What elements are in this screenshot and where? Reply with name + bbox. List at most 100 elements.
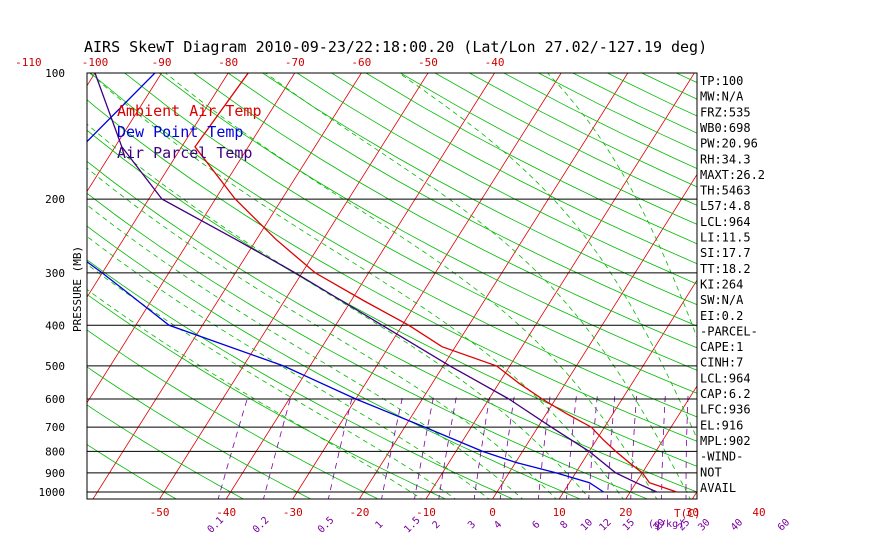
mixing-ratio-tick-label: 15: [621, 517, 637, 533]
bottom-temp-tick-label: 20: [619, 506, 632, 519]
mixing-ratio-tick-label: 8: [559, 519, 571, 531]
mixing-ratio-line: [263, 395, 292, 499]
mixing-ratio-unit-label: (g/kg): [648, 519, 684, 530]
bottom-temp-tick-label: 0: [489, 506, 496, 519]
sounding-index-item: SW:N/A: [700, 293, 744, 307]
dry-adiabat-line: [87, 160, 697, 493]
mixing-ratio-line: [537, 395, 551, 499]
mixing-ratio-line: [473, 395, 491, 499]
sounding-index-item: RH:34.3: [700, 152, 751, 166]
top-temp-tick-label: -100: [82, 56, 109, 69]
mixing-ratio-line: [607, 395, 616, 499]
isotherm-line: [826, 73, 870, 499]
sounding-index-item: NOT: [700, 465, 722, 479]
mixing-ratio-tick-label: 2: [431, 519, 443, 531]
mixing-ratio-line: [499, 395, 515, 499]
mixing-ratio-tick-label: 6: [530, 519, 542, 531]
dry-adiabat-line: [365, 73, 697, 245]
dry-adiabat-line: [400, 73, 697, 225]
mixing-ratio-line: [438, 395, 457, 499]
top-temp-tick-label: -50: [418, 56, 438, 69]
isotherm-line: [87, 73, 162, 193]
isotherm-line: [0, 73, 28, 499]
sounding-index-item: TP:100: [700, 74, 743, 88]
mixing-ratio-line: [685, 395, 689, 499]
dry-adiabat-line: [158, 73, 697, 371]
isotherm-line: [359, 73, 629, 499]
mixing-ratio-line: [661, 395, 666, 499]
top-temp-tick-label: -70: [285, 56, 305, 69]
moist-adiabat-line: [87, 235, 490, 499]
sounding-index-item: CAPE:1: [700, 340, 743, 354]
dry-adiabat-line: [87, 225, 582, 499]
sounding-index-item: TT:18.2: [700, 262, 751, 276]
bottom-temp-tick-label: -20: [349, 506, 369, 519]
dewpoint-temp-line: [87, 73, 604, 493]
pressure-tick-label: 1000: [39, 486, 66, 499]
mixing-ratio-tick-label: 1: [373, 519, 385, 531]
sounding-index-item: PW:20.96: [700, 137, 758, 151]
moist-adiabat-line: [87, 204, 524, 499]
isotherm-line: [759, 73, 870, 499]
bottom-temp-tick-label: 10: [553, 506, 566, 519]
dry-adiabat-line: [124, 73, 697, 394]
isotherm-line: [492, 173, 697, 499]
mixing-ratio-tick-label: 40: [729, 517, 745, 533]
mixing-ratio-line: [630, 395, 637, 499]
sounding-index-item: LI:11.5: [700, 231, 751, 245]
pressure-tick-label: 600: [45, 393, 65, 406]
plot-frame: [86, 72, 698, 500]
x-axis-unit-label: T(C): [674, 507, 701, 520]
mixing-ratio-tick-label: 3: [466, 519, 478, 531]
dry-adiabat-line: [434, 73, 697, 206]
parcel-temp-line: [94, 73, 658, 493]
legend-parcel: Air Parcel Temp: [117, 144, 252, 162]
moist-adiabat-line: [87, 288, 423, 499]
bottom-temp-tick-label: 40: [752, 506, 765, 519]
chart-title: AIRS SkewT Diagram 2010-09-23/22:18:00.2…: [84, 38, 707, 56]
dry-adiabat-line: [469, 73, 697, 188]
mixing-ratio-tick-label: 12: [597, 517, 613, 533]
mixing-ratio-line: [588, 395, 598, 499]
mixing-ratio-tick-label: 0.2: [251, 515, 272, 536]
bottom-temp-tick-label: -30: [283, 506, 303, 519]
bottom-temp-tick-label: -40: [216, 506, 236, 519]
sounding-index-item: CAP:6.2: [700, 387, 751, 401]
isotherm-line: [225, 73, 495, 499]
isotherm-line: [625, 385, 697, 499]
top-temp-tick-label: -90: [152, 56, 172, 69]
sounding-index-item: TH:5463: [700, 184, 751, 198]
sounding-series: [87, 73, 678, 493]
mixing-ratio-line: [381, 395, 404, 499]
mixing-ratio-line: [414, 395, 435, 499]
moist-adiabat-line: [87, 123, 591, 499]
sounding-index-item: SI:17.7: [700, 246, 751, 260]
sounding-index-item: LCL:964: [700, 371, 751, 385]
dry-adiabat-line: [90, 73, 697, 418]
sounding-index-item: EL:916: [700, 418, 743, 432]
pressure-tick-label: 100: [45, 67, 65, 80]
dry-adiabat-line: [87, 99, 697, 442]
top-temp-tick-label: -80: [218, 56, 238, 69]
bottom-temp-tick-label: 30: [686, 506, 699, 519]
pressure-tick-label: 900: [45, 467, 65, 480]
pressure-tick-label: 300: [45, 267, 65, 280]
dry-adiabat-line: [296, 73, 697, 285]
top-temp-tick-label: -110: [15, 56, 42, 69]
moist-adiabat-line: [87, 167, 557, 499]
sounding-index-item: AVAIL: [700, 481, 736, 495]
sounding-index-item: LFC:936: [700, 403, 751, 417]
top-temp-tick-label: -60: [351, 56, 371, 69]
dry-adiabat-line: [262, 73, 697, 306]
sounding-index-item: -PARCEL-: [700, 324, 758, 338]
moist-adiabat-line: [547, 73, 697, 339]
isotherm-line: [292, 73, 562, 499]
sounding-index-item: EI:0.2: [700, 309, 743, 323]
pressure-tick-label: 400: [45, 319, 65, 332]
legend-dewpoint: Dew Point Temp: [117, 123, 243, 141]
mixing-ratio-tick-label: 60: [776, 517, 792, 533]
sounding-index-item: -WIND-: [700, 450, 743, 464]
sounding-index-item: MPL:902: [700, 434, 751, 448]
